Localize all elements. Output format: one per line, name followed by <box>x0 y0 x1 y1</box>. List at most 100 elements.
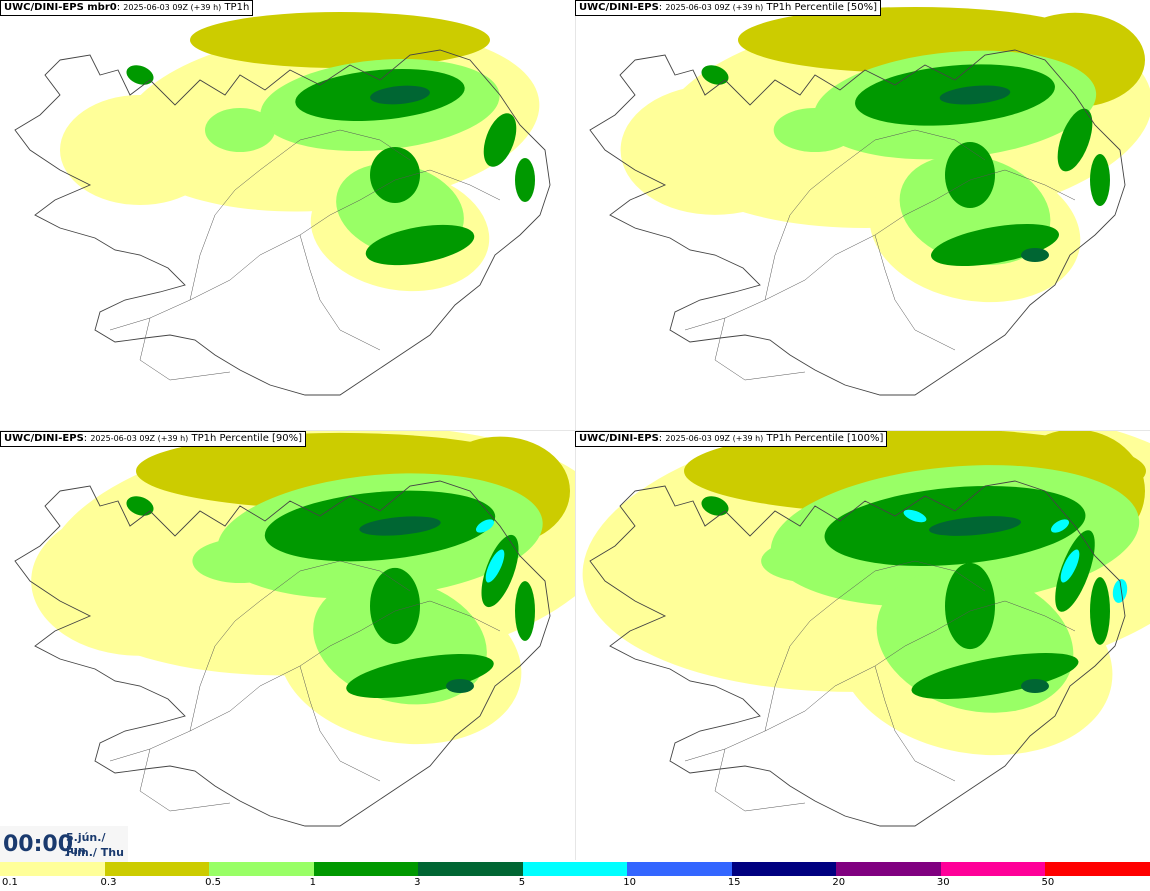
colorbar-segment <box>1045 862 1150 876</box>
precip-contour-5 <box>475 519 495 533</box>
precip-contour-1 <box>370 567 420 645</box>
precip-contour-0.3 <box>190 12 490 68</box>
colorbar-segment <box>209 862 314 876</box>
map-panel-p50: UWC/DINI-EPS: 2025-06-03 09Z (+39 h) TP1… <box>575 0 1150 430</box>
colorbar-segment <box>313 862 419 876</box>
panel-title: UWC/DINI-EPS: 2025-06-03 09Z (+39 h) TP1… <box>575 0 882 16</box>
precip-contour-1 <box>1057 108 1093 172</box>
precip-contour-1 <box>370 147 420 203</box>
colorbar-segment <box>418 862 523 876</box>
colorbar-tick: 30 <box>936 877 950 888</box>
road-line <box>259 129 411 171</box>
precip-contour-1 <box>365 224 475 266</box>
road-line <box>359 169 501 201</box>
road-line <box>684 630 936 762</box>
road-line <box>874 234 956 351</box>
precip-contour-1 <box>701 65 729 85</box>
precip-contour-1 <box>1090 577 1110 645</box>
precip-contour-1 <box>481 534 519 608</box>
precip-contour-0.1 <box>31 506 249 656</box>
colorbar-tick: 5 <box>518 877 526 888</box>
precip-contour-1 <box>1090 154 1110 206</box>
map-panel-mbr0: UWC/DINI-EPS mbr0: 2025-06-03 09Z (+39 h… <box>0 0 575 430</box>
coastline <box>589 49 1126 396</box>
precip-contour-1 <box>911 652 1079 700</box>
precipitation-field <box>582 431 1150 756</box>
road-line <box>109 199 361 331</box>
precip-contour-1 <box>515 158 535 202</box>
precip-contour-1 <box>515 581 535 641</box>
precip-contour-0.5 <box>205 108 275 152</box>
valid-date: 5.jún./ Jun <box>66 831 106 857</box>
panel-title: UWC/DINI-EPS: 2025-06-03 09Z (+39 h) TP1… <box>575 431 888 447</box>
precipitation-field <box>60 12 540 292</box>
colorbar-tick: 50 <box>1041 877 1055 888</box>
colorbar-tick: 0.1 <box>2 877 18 888</box>
precip-contour-5 <box>1050 519 1070 533</box>
road-line <box>189 600 261 732</box>
precip-contour-5 <box>1112 579 1128 603</box>
colorbar-segment <box>940 862 1046 876</box>
panel-title: UWC/DINI-EPS mbr0: 2025-06-03 09Z (+39 h… <box>0 0 254 16</box>
road-line <box>764 600 836 732</box>
precipitation-colorbar <box>0 862 1150 876</box>
precipitation-field <box>620 6 1150 303</box>
panel-title: UWC/DINI-EPS: 2025-06-03 09Z (+39 h) TP1… <box>0 431 307 447</box>
map-panel-p90: UWC/DINI-EPS: 2025-06-03 09Z (+39 h) TP1… <box>0 431 575 861</box>
map-canvas <box>14 431 575 827</box>
road-line <box>109 630 361 762</box>
precip-contour-1 <box>126 496 154 516</box>
coastline <box>14 480 551 827</box>
road-line <box>714 748 806 812</box>
road-line <box>834 129 986 171</box>
map-panel-p100: UWC/DINI-EPS: 2025-06-03 09Z (+39 h) TP1… <box>575 431 1150 861</box>
precip-contour-3 <box>359 516 441 536</box>
precip-contour-1 <box>1055 530 1095 612</box>
colorbar-segment <box>731 862 837 876</box>
colorbar-tick: 15 <box>727 877 741 888</box>
precip-contour-1 <box>346 654 494 698</box>
colorbar-tick: 3 <box>414 877 421 888</box>
road-line <box>359 600 501 632</box>
precip-contour-5 <box>903 509 927 523</box>
precip-contour-5 <box>1060 549 1080 583</box>
road-line <box>684 199 936 331</box>
colorbar-segment <box>522 862 628 876</box>
precip-contour-0.5 <box>773 108 857 152</box>
road-line <box>714 317 806 381</box>
precip-contour-3 <box>446 679 474 693</box>
precip-contour-3 <box>1021 679 1049 693</box>
map-canvas <box>589 6 1150 396</box>
precip-contour-1 <box>945 562 995 650</box>
road-line <box>259 560 411 602</box>
colorbar-tick: 20 <box>832 877 846 888</box>
colorbar-segment <box>627 862 732 876</box>
precip-contour-3 <box>928 516 1022 536</box>
precip-contour-3 <box>939 85 1011 105</box>
valid-time-box: 00:00 5.jún./ Jun Fim./ Thu <box>0 826 128 862</box>
precip-contour-3 <box>1021 248 1049 262</box>
precip-contour-1 <box>483 113 517 167</box>
precip-contour-1 <box>126 65 154 85</box>
road-line <box>764 169 836 301</box>
road-line <box>299 665 381 782</box>
map-canvas <box>14 12 551 396</box>
road-line <box>874 665 956 782</box>
precip-contour-0.1 <box>60 95 220 205</box>
road-line <box>934 600 1076 632</box>
precip-contour-1 <box>701 496 729 516</box>
valid-day: Fim./ Thu <box>66 846 124 859</box>
map-canvas <box>582 431 1150 827</box>
coastline <box>14 49 551 396</box>
road-line <box>299 234 381 351</box>
precipitation-field <box>31 431 575 745</box>
road-line <box>934 169 1076 201</box>
precip-contour-5 <box>485 549 505 583</box>
road-line <box>139 748 231 812</box>
colorbar-tick: 1 <box>309 877 316 888</box>
precip-contour-0.5 <box>192 539 288 583</box>
colorbar-segment <box>104 862 210 876</box>
panel-divider-horizontal <box>0 430 1150 431</box>
road-line <box>834 560 986 602</box>
colorbar-segment <box>0 862 105 876</box>
